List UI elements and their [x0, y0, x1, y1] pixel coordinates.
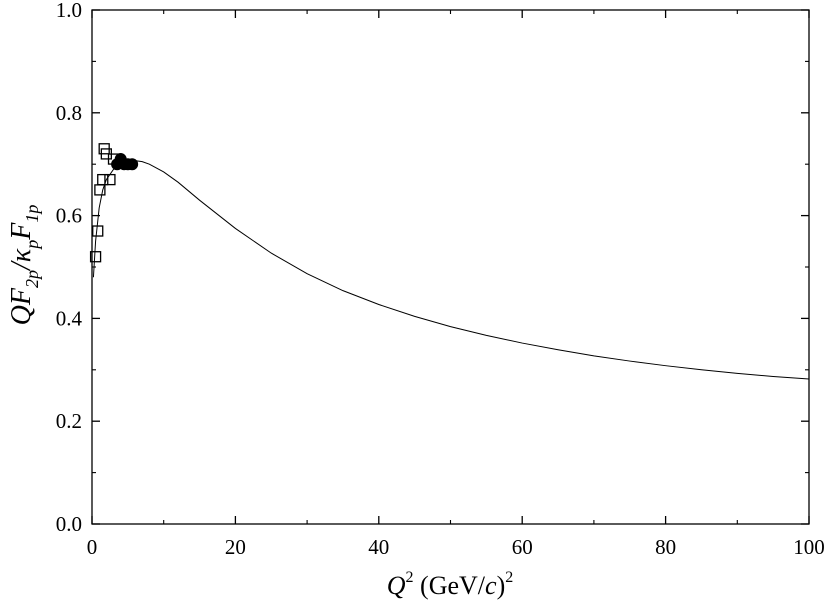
y-tick-label: 0.8 — [56, 101, 82, 125]
filled-circle-point — [126, 158, 139, 171]
y-tick-label: 0.0 — [56, 512, 82, 536]
x-axis-title-unit-open: (GeV/ — [414, 571, 486, 600]
y-tick-label: 0.4 — [56, 306, 83, 330]
y-axis-title-part3: F — [6, 222, 37, 241]
tick-labels: 0 20 40 60 80 100 0.0 0.2 0.4 0.6 0.8 1.0 — [56, 0, 825, 559]
open-square-point — [92, 225, 104, 237]
y-tick-label: 1.0 — [56, 0, 82, 22]
open-square-point — [89, 251, 102, 263]
open-square-point — [97, 173, 109, 186]
x-axis-title-unit-close: ) — [497, 571, 506, 600]
y-axis-title-part2: /κ — [6, 248, 37, 272]
open-square-point — [94, 184, 106, 196]
x-tick-label: 100 — [793, 535, 825, 559]
x-axis-title-sup: 2 — [406, 569, 414, 586]
y-tick-label: 0.2 — [56, 409, 82, 433]
y-tick-label: 0.6 — [56, 204, 82, 228]
plot-frame — [91, 9, 810, 525]
open-square-point — [104, 173, 116, 186]
x-tick-label: 60 — [512, 535, 533, 559]
x-tick-label: 80 — [655, 535, 676, 559]
x-tick-label: 20 — [225, 535, 246, 559]
y-axis-title-sub3: 1p — [22, 205, 42, 223]
x-axis-title-main: Q — [387, 571, 406, 600]
y-axis-title-sub1: 2p — [22, 270, 42, 288]
x-tick-label: 40 — [368, 535, 389, 559]
x-axis-title: Q2 (GeV/c)2 — [387, 569, 513, 600]
y-axis-title-group: QF2p/κpF1p — [6, 205, 42, 326]
x-tick-label: 0 — [87, 535, 98, 559]
fit-curve — [92, 160, 810, 380]
x-axis-title-unit-sup: 2 — [505, 569, 513, 586]
plot-area — [89, 143, 810, 380]
y-axis-title-sub2: p — [22, 240, 42, 251]
ticks — [91, 9, 810, 525]
y-axis-title-part1: QF — [6, 287, 37, 325]
y-axis-title: QF2p/κpF1p — [6, 205, 42, 326]
x-axis-title-unit-c: c — [485, 571, 497, 600]
